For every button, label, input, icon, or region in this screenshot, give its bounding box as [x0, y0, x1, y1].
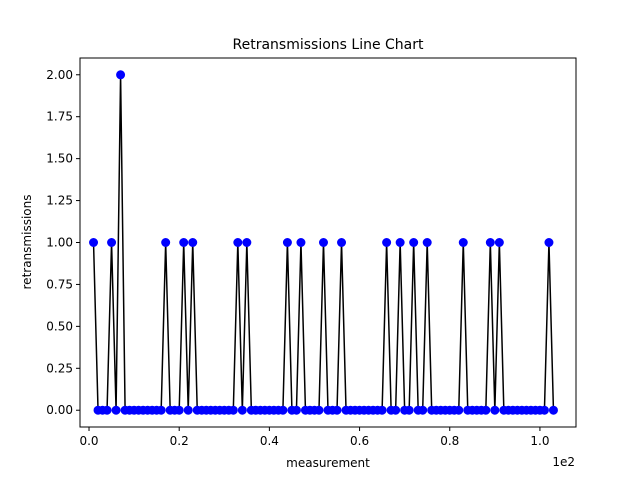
- data-point: [296, 238, 306, 247]
- data-point: [111, 405, 121, 415]
- data-point: [314, 405, 324, 415]
- y-tick-label: 0.50: [46, 319, 73, 333]
- data-point: [291, 405, 301, 415]
- x-axis: 0.0 0.2 0.4 0.6 0.8 1.0: [79, 427, 549, 448]
- data-point: [485, 238, 495, 247]
- data-point: [490, 405, 500, 415]
- data-point: [237, 405, 247, 415]
- x-tick-label: 1.0: [530, 434, 549, 448]
- y-axis-label: retransmissions: [20, 195, 34, 290]
- x-tick-label: 0.8: [440, 434, 459, 448]
- data-point: [174, 405, 184, 415]
- data-point: [228, 405, 238, 415]
- data-point: [233, 238, 243, 247]
- data-point: [382, 238, 392, 247]
- data-point: [282, 238, 292, 247]
- x-tick-label: 0.0: [79, 434, 98, 448]
- y-tick-label: 1.75: [46, 110, 73, 124]
- data-point: [539, 405, 549, 415]
- data-point: [418, 405, 428, 415]
- y-tick-label: 1.00: [46, 236, 73, 250]
- y-tick-label: 2.00: [46, 68, 73, 82]
- data-point: [278, 405, 288, 415]
- data-point: [458, 238, 468, 247]
- data-point: [107, 238, 117, 247]
- y-axis: 0.00 0.25 0.50 0.75 1.00 1.25 1.50 1.75 2.00: [46, 68, 80, 417]
- x-tick-label: 0.2: [170, 434, 189, 448]
- data-point: [395, 238, 405, 247]
- x-axis-offset-label: 1e2: [552, 455, 575, 469]
- data-point: [337, 238, 347, 247]
- data-point: [544, 238, 554, 247]
- y-tick-label: 0.25: [46, 361, 73, 375]
- data-point: [102, 405, 112, 415]
- chart-title: Retransmissions Line Chart: [233, 37, 425, 53]
- data-point: [188, 238, 198, 247]
- y-tick-label: 1.50: [46, 152, 73, 166]
- data-point: [494, 238, 504, 247]
- data-point: [318, 238, 328, 247]
- x-tick-label: 0.4: [260, 434, 279, 448]
- y-tick-label: 0.75: [46, 277, 73, 291]
- data-point: [454, 405, 464, 415]
- data-point: [481, 405, 491, 415]
- data-point: [404, 405, 414, 415]
- data-point: [332, 405, 342, 415]
- data-point: [422, 238, 432, 247]
- plot-area: [89, 70, 558, 415]
- data-point: [89, 238, 99, 247]
- data-point: [156, 405, 166, 415]
- data-point: [548, 405, 558, 415]
- data-point: [377, 405, 387, 415]
- data-point: [242, 238, 252, 247]
- data-point: [183, 405, 193, 415]
- x-tick-label: 0.6: [350, 434, 369, 448]
- data-point: [179, 238, 189, 247]
- y-tick-label: 0.00: [46, 403, 73, 417]
- data-point: [161, 238, 171, 247]
- x-axis-label: measurement: [286, 456, 370, 470]
- data-point: [409, 238, 419, 247]
- y-tick-label: 1.25: [46, 194, 73, 208]
- data-point: [391, 405, 401, 415]
- data-point: [116, 70, 126, 80]
